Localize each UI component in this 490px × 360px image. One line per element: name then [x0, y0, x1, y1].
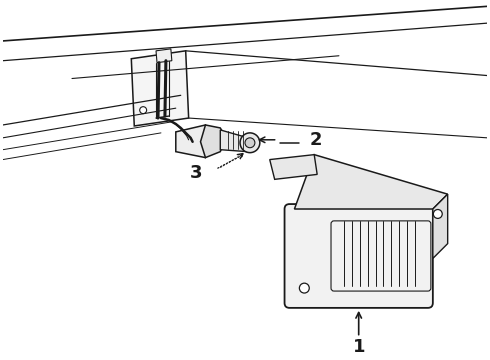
Polygon shape [156, 49, 172, 63]
Circle shape [433, 210, 442, 219]
Text: 2: 2 [309, 131, 322, 149]
Polygon shape [220, 130, 248, 152]
Circle shape [140, 107, 147, 114]
Polygon shape [200, 125, 226, 158]
Polygon shape [176, 125, 215, 158]
Circle shape [299, 283, 309, 293]
Polygon shape [131, 51, 189, 126]
Polygon shape [294, 155, 448, 209]
Circle shape [245, 138, 255, 148]
Polygon shape [270, 155, 317, 179]
Circle shape [240, 133, 260, 153]
Polygon shape [433, 194, 448, 258]
Text: 1: 1 [352, 338, 365, 356]
Text: 3: 3 [189, 165, 202, 183]
FancyBboxPatch shape [285, 204, 433, 308]
